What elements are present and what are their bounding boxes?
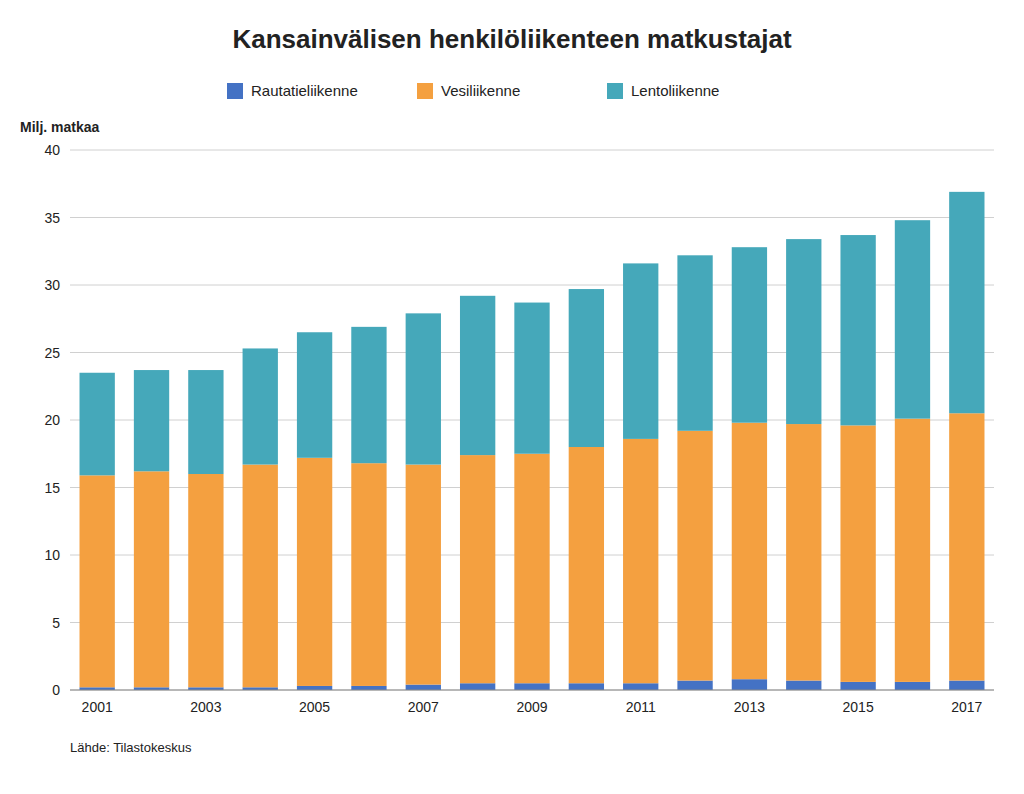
y-tick-label: 25	[44, 345, 60, 361]
x-tick-label: 2013	[734, 699, 765, 715]
y-axis-label: Milj. matkaa	[20, 119, 100, 135]
bar	[569, 289, 604, 447]
bar	[677, 431, 712, 681]
y-tick-label: 10	[44, 547, 60, 563]
bar	[406, 465, 441, 685]
bar	[460, 296, 495, 455]
y-tick-label: 15	[44, 480, 60, 496]
bar	[80, 475, 115, 687]
bar	[351, 463, 386, 686]
bar	[786, 239, 821, 424]
bar	[623, 263, 658, 439]
bar	[297, 458, 332, 686]
legend-swatch	[227, 83, 243, 99]
bar	[732, 679, 767, 690]
bar	[351, 327, 386, 463]
grid-line	[70, 690, 994, 691]
bar	[895, 220, 930, 418]
bar	[460, 683, 495, 690]
grid-line	[70, 217, 994, 218]
bar	[840, 682, 875, 690]
bar	[297, 686, 332, 690]
x-tick-label: 2015	[843, 699, 874, 715]
y-tick-label: 30	[44, 277, 60, 293]
bar	[80, 373, 115, 476]
bar	[569, 447, 604, 683]
bar	[406, 313, 441, 464]
x-axis-line	[70, 690, 994, 691]
x-tick-label: 2005	[299, 699, 330, 715]
bar	[243, 465, 278, 688]
bar	[188, 474, 223, 687]
legend: Rautatieliikenne Vesiliikenne Lentoliikenn…	[227, 82, 719, 99]
bar	[351, 686, 386, 690]
title: Kansainvälisen henkilöliikenteen matkust…	[232, 24, 792, 54]
y-tick-label: 40	[44, 142, 60, 158]
bar	[677, 255, 712, 430]
x-tick-label: 2003	[190, 699, 221, 715]
y-tick-label: 35	[44, 210, 60, 226]
bar	[895, 682, 930, 690]
x-tick-label: 2007	[408, 699, 439, 715]
bar	[840, 235, 875, 425]
bar	[840, 425, 875, 682]
legend-swatch	[417, 83, 433, 99]
bar	[623, 439, 658, 683]
grid-line	[70, 150, 994, 151]
bar	[514, 454, 549, 684]
x-tick-label: 2011	[626, 699, 656, 715]
y-tick-label: 5	[52, 615, 60, 631]
bar	[949, 413, 984, 680]
y-tick-label: 20	[44, 412, 60, 428]
chart: Kansainvälisen henkilöliikenteen matkust…	[0, 0, 1024, 794]
bar	[569, 683, 604, 690]
bar	[786, 424, 821, 681]
bar	[949, 681, 984, 690]
bar	[134, 370, 169, 471]
legend-label: Vesiliikenne	[441, 82, 520, 99]
bar	[297, 332, 332, 458]
bar	[732, 423, 767, 680]
bar	[514, 303, 549, 454]
bar	[406, 685, 441, 690]
bar	[514, 683, 549, 690]
x-tick-label: 2009	[516, 699, 547, 715]
x-tick-label: 2017	[951, 699, 982, 715]
legend-label: Lentoliikenne	[631, 82, 719, 99]
bar	[786, 681, 821, 690]
bar	[243, 348, 278, 464]
bar	[134, 471, 169, 687]
bar	[623, 683, 658, 690]
legend-label: Rautatieliikenne	[251, 82, 358, 99]
bar	[460, 455, 495, 683]
bar	[895, 419, 930, 682]
bar	[188, 370, 223, 474]
annotation: Lähde: Tilastokeskus	[70, 740, 192, 755]
legend-swatch	[607, 83, 623, 99]
bar	[949, 192, 984, 413]
x-tick-label: 2001	[82, 699, 113, 715]
grid	[70, 150, 994, 690]
y-tick-label: 0	[52, 682, 60, 698]
bar	[732, 247, 767, 423]
bars	[80, 192, 985, 690]
bar	[677, 681, 712, 690]
